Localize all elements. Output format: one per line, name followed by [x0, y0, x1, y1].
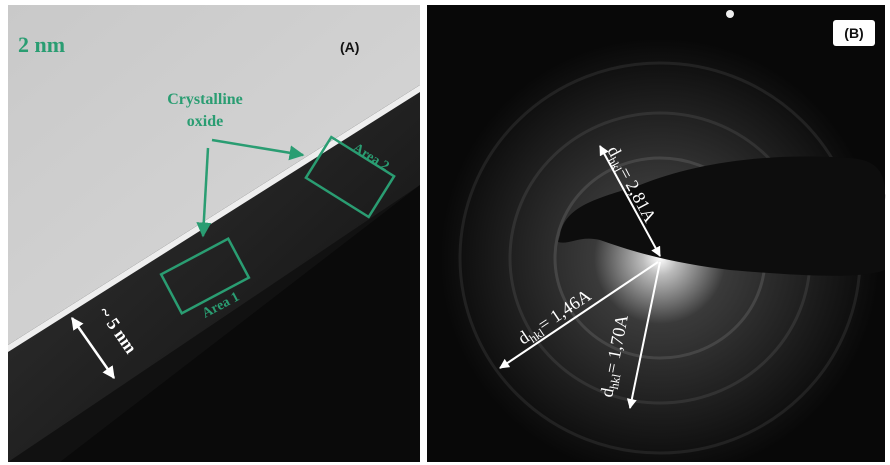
- area-box: [304, 135, 396, 219]
- symbol: d: [596, 386, 617, 399]
- subscript: hkl: [605, 155, 625, 176]
- panel-label: (A): [340, 39, 359, 55]
- panel-a: 2 nm (A) Crystalline oxide Area 2 Area 1…: [8, 5, 420, 462]
- substrate: [60, 185, 420, 462]
- panel-label: (B): [844, 25, 863, 41]
- spacing-arrow: [599, 145, 661, 257]
- pointer-arrow: [211, 138, 305, 161]
- panel-label-box: [833, 20, 875, 46]
- surface-edge: [8, 85, 420, 352]
- panel-b: (B) dhkl= 2,81A dhkl= 1,46A dhkl= 1,70A: [427, 5, 886, 462]
- diffraction-spot: [726, 10, 734, 18]
- annotation: Crystalline: [167, 91, 243, 108]
- subscript: hkl: [607, 372, 624, 390]
- spacing-arrow: [499, 261, 659, 369]
- pointer-arrow: [196, 147, 212, 238]
- scale-bar-label: 2 nm: [18, 32, 65, 57]
- thickness-arrow: [70, 316, 116, 380]
- vacuum-region: [8, 5, 420, 345]
- annotation: oxide: [187, 113, 223, 130]
- spacing-arrow: [626, 261, 661, 409]
- area-box: [159, 237, 251, 315]
